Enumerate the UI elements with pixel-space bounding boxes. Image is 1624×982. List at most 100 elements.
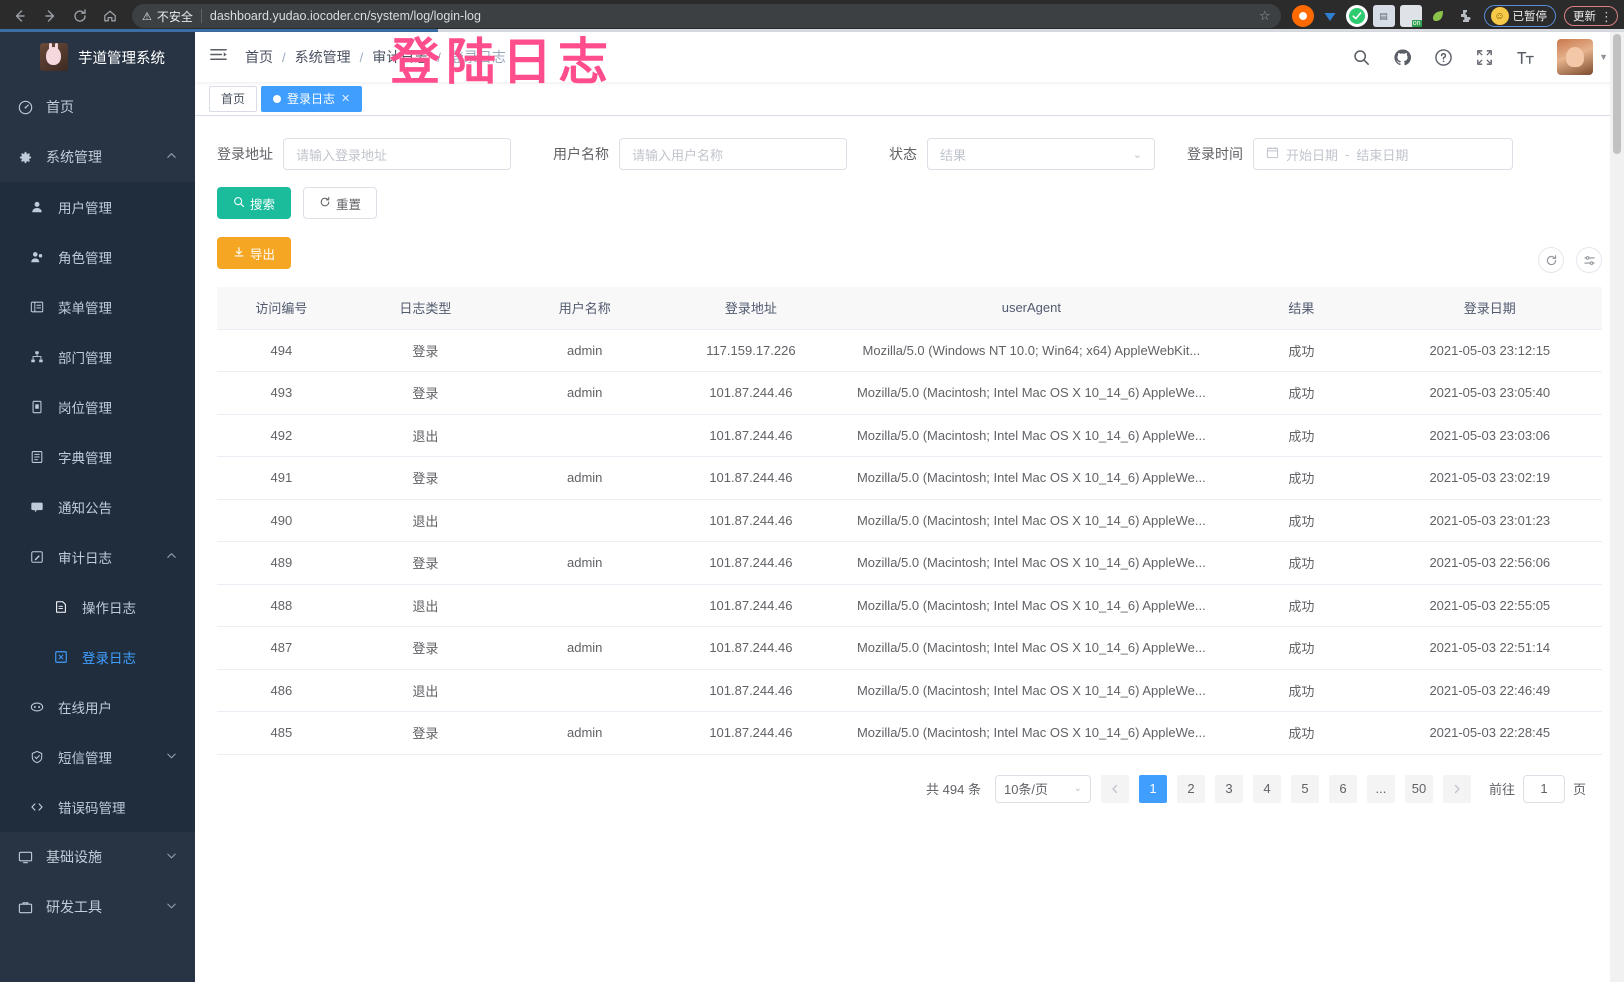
cell-ip: 117.159.17.226: [664, 329, 838, 372]
page-size-select[interactable]: 10条/页 ⌄: [994, 774, 1091, 803]
col-header-result: 结果: [1225, 287, 1378, 330]
status-select[interactable]: 结果 ⌄: [927, 138, 1155, 170]
table-row[interactable]: 489 登录 admin 101.87.244.46 Mozilla/5.0 (…: [217, 541, 1602, 585]
refresh-icon: [319, 196, 331, 211]
export-button[interactable]: 导出: [217, 237, 292, 269]
chevron-down-icon: [166, 850, 177, 864]
page-ellipsis[interactable]: ...: [1366, 774, 1395, 803]
sidebar-item-infrastructure[interactable]: 基础设施: [0, 832, 195, 882]
profile-paused-button[interactable]: ☺ 已暂停: [1483, 5, 1556, 27]
table-row[interactable]: 490 退出 101.87.244.46 Mozilla/5.0 (Macint…: [217, 499, 1602, 542]
address-bar[interactable]: ⚠ 不安全 dashboard.yudao.iocoder.cn/system/…: [132, 4, 1281, 28]
sidebar-item-login-log[interactable]: 登录日志: [0, 632, 195, 682]
translate-on-extension-icon[interactable]: on: [1399, 5, 1422, 27]
search-icon[interactable]: [1352, 48, 1371, 67]
tab-login-log[interactable]: 登录日志 ✕: [261, 85, 363, 112]
breadcrumb-item-1[interactable]: 系统管理: [294, 49, 351, 65]
cell-type: 退出: [345, 499, 506, 542]
cell-type: 登录: [345, 711, 506, 755]
browser-toolbar: ⚠ 不安全 dashboard.yudao.iocoder.cn/system/…: [0, 0, 1624, 32]
table-row[interactable]: 485 登录 admin 101.87.244.46 Mozilla/5.0 (…: [217, 711, 1602, 755]
reload-icon[interactable]: [66, 3, 94, 29]
table-row[interactable]: 494 登录 admin 117.159.17.226 Mozilla/5.0 …: [217, 329, 1602, 372]
monitor-icon: [18, 850, 40, 865]
page-button-50[interactable]: 50: [1404, 774, 1433, 803]
sidebar-item-audit-log[interactable]: 审计日志: [0, 532, 195, 582]
green-check-extension-icon[interactable]: [1345, 5, 1368, 27]
sidebar-item-post-mgmt[interactable]: 岗位管理: [0, 382, 195, 432]
refresh-table-icon[interactable]: [1538, 247, 1564, 273]
breadcrumb-separator: /: [359, 49, 364, 65]
sidebar-item-dev-tools[interactable]: 研发工具: [0, 882, 195, 932]
user-name-placeholder: 请输入用户名称: [632, 147, 724, 163]
page-button-6[interactable]: 6: [1328, 774, 1357, 803]
table-row[interactable]: 487 登录 admin 101.87.244.46 Mozilla/5.0 (…: [217, 626, 1602, 670]
table-row[interactable]: 493 登录 admin 101.87.244.46 Mozilla/5.0 (…: [217, 371, 1602, 415]
login-log-icon: [54, 650, 76, 664]
table-row[interactable]: 488 退出 101.87.244.46 Mozilla/5.0 (Macint…: [217, 584, 1602, 627]
sidebar-item-operation-log[interactable]: 操作日志: [0, 582, 195, 632]
help-icon[interactable]: [1434, 48, 1453, 67]
table-row[interactable]: 492 退出 101.87.244.46 Mozilla/5.0 (Macint…: [217, 414, 1602, 457]
update-button[interactable]: 更新 ⋮: [1564, 6, 1618, 26]
jump-page-input[interactable]: 1: [1522, 774, 1565, 803]
blue-diamond-extension-icon[interactable]: [1319, 5, 1341, 27]
sidebar-item-home[interactable]: 首页: [0, 82, 195, 132]
sidebar-item-error-code[interactable]: 错误码管理: [0, 782, 195, 832]
login-time-range-picker[interactable]: 开始日期 - 结束日期: [1253, 138, 1513, 170]
avatar-menu[interactable]: ▼: [1557, 39, 1608, 75]
close-icon[interactable]: ✕: [341, 93, 351, 105]
page-button-3[interactable]: 3: [1214, 774, 1243, 803]
login-address-input[interactable]: 请输入登录地址: [283, 138, 511, 170]
sidebar-item-menu-mgmt[interactable]: 菜单管理: [0, 282, 195, 332]
home-icon[interactable]: [96, 3, 124, 29]
leaf-extension-icon[interactable]: [1427, 5, 1449, 27]
user-icon: [30, 200, 52, 214]
cell-ip: 101.87.244.46: [664, 371, 838, 415]
page-button-2[interactable]: 2: [1176, 774, 1205, 803]
page-scrollbar[interactable]: [1610, 32, 1624, 982]
sidebar-item-system[interactable]: 系统管理: [0, 132, 195, 182]
tab-home[interactable]: 首页: [209, 85, 258, 112]
sidebar-item-dict-mgmt[interactable]: 字典管理: [0, 432, 195, 482]
sidebar-item-role-mgmt[interactable]: 角色管理: [0, 232, 195, 282]
breadcrumb-item-0[interactable]: 首页: [245, 49, 273, 65]
sidebar-item-dept-mgmt[interactable]: 部门管理: [0, 332, 195, 382]
brand-header[interactable]: 芋道管理系统: [0, 32, 195, 82]
puzzle-extensions-icon[interactable]: [1454, 5, 1476, 27]
page-button-1[interactable]: 1: [1138, 774, 1167, 803]
orange-ring-extension-icon[interactable]: [1291, 5, 1314, 27]
cell-ua: Mozilla/5.0 (Macintosh; Intel Mac OS X 1…: [837, 541, 1226, 585]
cell-result: 成功: [1225, 711, 1378, 755]
sidebar-item-sms-mgmt[interactable]: 短信管理: [0, 732, 195, 782]
user-name-input[interactable]: 请输入用户名称: [619, 138, 847, 170]
sidebar-item-user-mgmt[interactable]: 用户管理: [0, 182, 195, 232]
cell-type: 登录: [345, 329, 506, 372]
page-button-5[interactable]: 5: [1290, 774, 1319, 803]
back-arrow-icon[interactable]: [6, 3, 34, 29]
cell-user: admin: [505, 329, 665, 372]
table-row[interactable]: 491 登录 admin 101.87.244.46 Mozilla/5.0 (…: [217, 456, 1602, 500]
forward-arrow-icon[interactable]: [36, 3, 64, 29]
github-icon[interactable]: [1393, 48, 1412, 67]
column-settings-icon[interactable]: [1576, 247, 1602, 273]
reset-button[interactable]: 重置: [303, 187, 378, 219]
sidebar-item-notice[interactable]: 通知公告: [0, 482, 195, 532]
breadcrumb-item-2[interactable]: 审计日志: [372, 49, 429, 65]
next-page-button[interactable]: [1442, 774, 1471, 803]
kebab-menu-icon[interactable]: ⋮: [1600, 8, 1613, 24]
jump-suffix-label: 页: [1572, 782, 1586, 797]
sidebar-item-label: 通知公告: [58, 501, 112, 516]
prev-page-button[interactable]: [1100, 774, 1129, 803]
star-icon[interactable]: ☆: [1258, 8, 1271, 23]
font-size-icon[interactable]: [1516, 48, 1535, 67]
sidebar-item-label: 岗位管理: [58, 401, 112, 416]
update-label: 更新: [1573, 11, 1596, 23]
hamburger-icon[interactable]: [209, 45, 231, 69]
fullscreen-icon[interactable]: [1475, 48, 1494, 67]
sidebar-item-online-user[interactable]: 在线用户: [0, 682, 195, 732]
table-row[interactable]: 486 退出 101.87.244.46 Mozilla/5.0 (Macint…: [217, 669, 1602, 712]
notes-extension-icon[interactable]: ▤: [1372, 5, 1395, 27]
search-button[interactable]: 搜索: [217, 187, 292, 219]
page-button-4[interactable]: 4: [1252, 774, 1281, 803]
